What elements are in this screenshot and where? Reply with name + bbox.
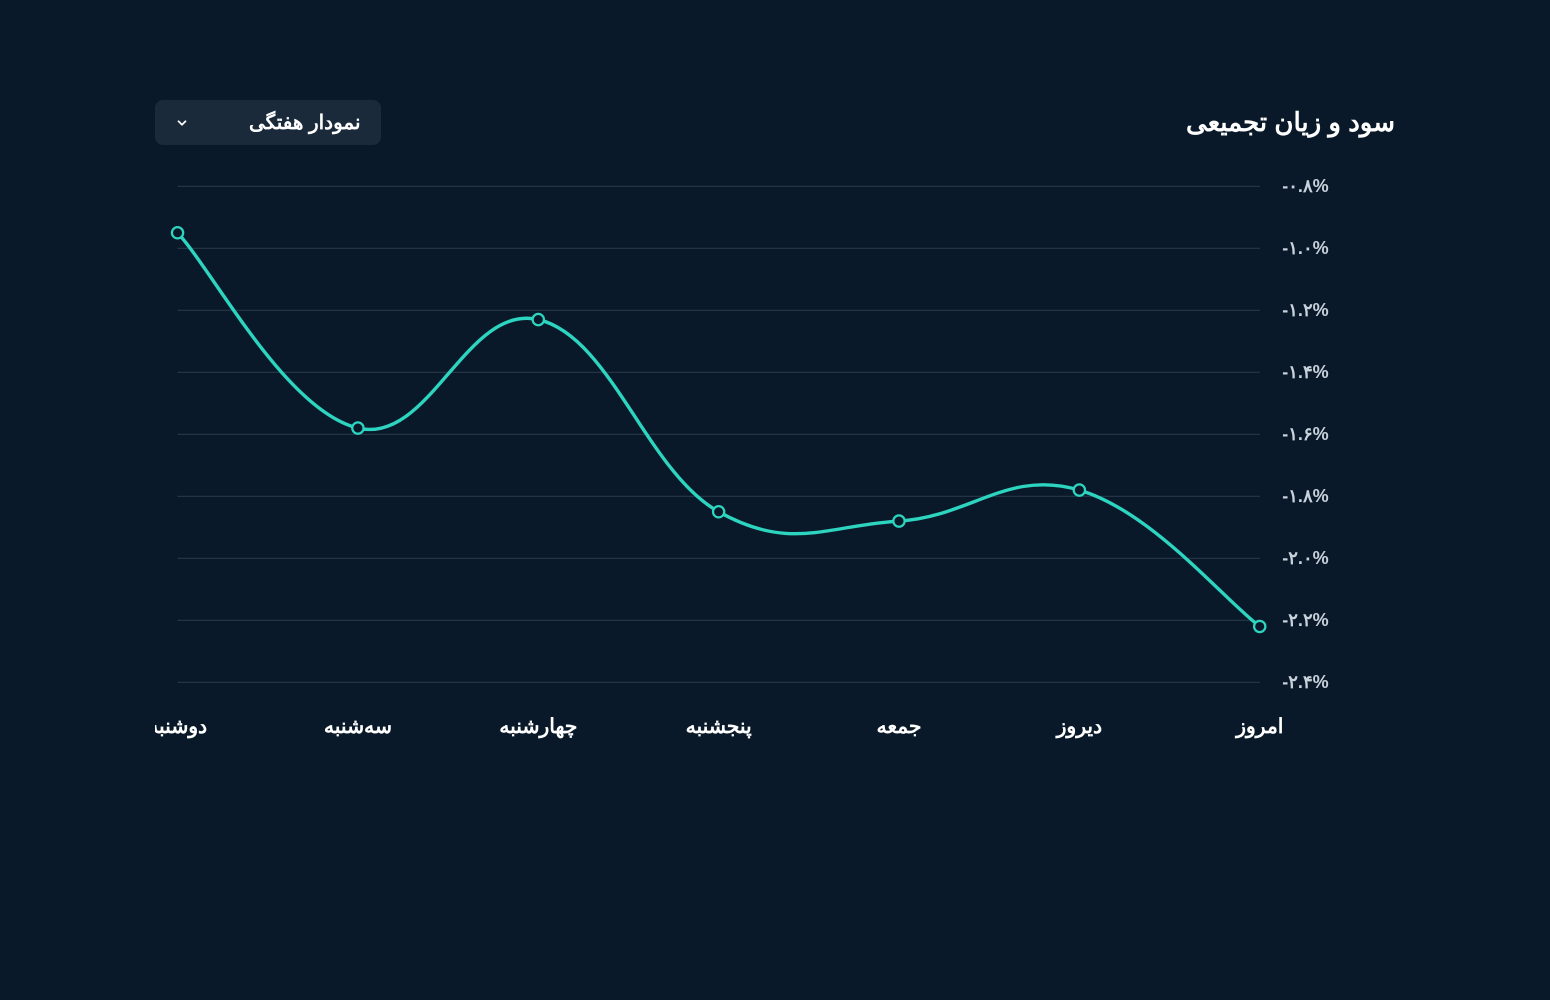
y-axis-label: -۱.۸% bbox=[1282, 486, 1328, 506]
y-axis-label: -۰.۸% bbox=[1282, 176, 1328, 196]
x-axis-label: امروز bbox=[1234, 716, 1283, 739]
chart-area: -۰.۸% -۱.۰% -۱.۲% -۱.۴% -۱.۶% -۱.۸% -۲.۰% -۲.۲%… bbox=[155, 175, 1395, 761]
y-axis-label: -۱.۴% bbox=[1282, 362, 1328, 382]
y-axis-label: -۲.۲% bbox=[1282, 610, 1328, 630]
line-chart: -۰.۸% -۱.۰% -۱.۲% -۱.۴% -۱.۶% -۱.۸% -۲.۰% -۲.۲%… bbox=[155, 175, 1395, 761]
chart-title: سود و زیان تجمیعی bbox=[1186, 107, 1395, 138]
series-marker bbox=[533, 314, 544, 325]
card-header: سود و زیان تجمیعی نمودار هفتگی bbox=[155, 100, 1395, 145]
series-marker bbox=[172, 227, 183, 238]
series-line bbox=[178, 233, 1260, 627]
x-axis-label: دوشنبه bbox=[155, 716, 207, 739]
x-axis-label: چهارشنبه bbox=[499, 716, 577, 739]
series-marker bbox=[1074, 484, 1085, 495]
chart-card: سود و زیان تجمیعی نمودار هفتگی -۰.۸% -۱.۰… bbox=[75, 40, 1475, 841]
y-axis-label: -۲.۰% bbox=[1282, 548, 1328, 568]
series-marker bbox=[893, 515, 904, 526]
series-marker bbox=[352, 422, 363, 433]
range-dropdown[interactable]: نمودار هفتگی bbox=[155, 100, 381, 145]
series-marker bbox=[1254, 621, 1265, 632]
x-axis-label: دیروز bbox=[1055, 716, 1102, 739]
series-marker bbox=[713, 506, 724, 517]
x-axis-label: پنجشنبه bbox=[686, 716, 752, 738]
y-axis-label: -۱.۶% bbox=[1282, 424, 1328, 444]
x-axis-label: سه‌شنبه bbox=[324, 716, 392, 738]
y-axis-label: -۱.۰% bbox=[1282, 238, 1328, 258]
y-axis-label: -۲.۴% bbox=[1282, 672, 1328, 692]
range-dropdown-label: نمودار هفتگی bbox=[249, 110, 361, 135]
x-axis-label: جمعه bbox=[877, 716, 922, 738]
chevron-down-icon bbox=[175, 116, 189, 130]
y-axis-label: -۱.۲% bbox=[1282, 300, 1328, 320]
